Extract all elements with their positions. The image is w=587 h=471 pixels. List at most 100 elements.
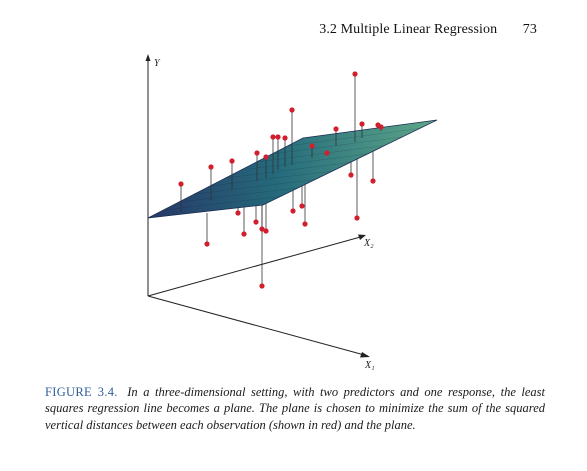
points-below-plane: [204, 122, 381, 289]
mesh-line: [202, 129, 368, 212]
regression-plane: [147, 119, 438, 219]
observation-point: [263, 154, 269, 160]
mesh-line: [212, 127, 379, 211]
mesh-line: [226, 125, 396, 210]
mesh-line: [255, 120, 429, 207]
plane-mesh: [150, 120, 435, 218]
x2-axis: [147, 235, 365, 297]
mesh-line: [164, 135, 323, 217]
observation-point: [370, 178, 376, 184]
mesh-line: [171, 134, 332, 216]
mesh-line: [240, 153, 368, 171]
mesh-line: [229, 125, 399, 210]
mesh-line: [178, 187, 298, 203]
mesh-line: [150, 137, 306, 218]
mesh-line: [152, 137, 309, 218]
mesh-line: [214, 127, 382, 211]
running-head: 3.2 Multiple Linear Regression 73: [319, 22, 537, 38]
y-arrow: [145, 54, 151, 61]
x1-axis-label: X₁: [364, 360, 375, 371]
caption-label: FIGURE 3.4.: [45, 385, 118, 399]
mesh-line: [174, 133, 334, 216]
observation-point: [348, 172, 354, 178]
mesh-line: [163, 196, 281, 211]
observation-point: [289, 107, 295, 113]
mesh-line: [169, 134, 329, 216]
observation-point: [352, 71, 358, 77]
points-above-plane: [178, 71, 384, 187]
mesh-line: [200, 129, 365, 213]
observation-point: [324, 150, 330, 156]
mesh-line: [159, 135, 318, 217]
observation-point: [254, 150, 260, 156]
mesh-line: [258, 120, 432, 206]
observation-point: [253, 219, 259, 225]
observation-point: [354, 215, 360, 221]
mesh-line: [205, 128, 371, 212]
mesh-line: [238, 123, 410, 208]
observation-point: [378, 124, 384, 130]
mesh-line: [210, 128, 376, 212]
mesh-line: [287, 128, 420, 147]
observation-point: [270, 134, 276, 140]
observation-point: [333, 126, 339, 132]
observation-point: [235, 210, 241, 216]
observation-point: [282, 135, 288, 141]
observation-point: [229, 158, 235, 164]
observation-point: [241, 231, 247, 237]
mesh-line: [217, 126, 385, 211]
regression-plane-figure: Y X₂ X₁: [145, 54, 438, 371]
observation-point: [309, 143, 315, 149]
plane-surface: [147, 119, 438, 219]
mesh-line: [195, 130, 359, 213]
mesh-line: [207, 128, 373, 212]
mesh-line: [224, 125, 393, 210]
observation-point: [204, 241, 210, 247]
x2-axis-label: X₂: [363, 238, 374, 249]
observation-point: [263, 228, 269, 234]
mesh-line: [241, 123, 412, 208]
mesh-line: [188, 131, 351, 214]
mesh-line: [248, 122, 421, 207]
mesh-line: [181, 132, 343, 215]
mesh-line: [243, 122, 415, 208]
mesh-line: [209, 170, 333, 187]
mesh-line: [162, 135, 320, 217]
mesh-line: [193, 130, 357, 214]
caption-text: In a three-dimensional setting, with two…: [45, 385, 545, 432]
mesh-line: [222, 126, 390, 210]
axis-arrowheads: [145, 54, 370, 358]
axes: [147, 58, 369, 357]
mesh-line: [183, 132, 345, 215]
page-number: 73: [522, 22, 537, 37]
mesh-line: [231, 124, 401, 209]
observation-point: [299, 203, 305, 209]
x1-arrow: [360, 352, 370, 358]
observation-point: [259, 226, 265, 232]
mesh-line: [157, 136, 315, 218]
mesh-line: [271, 136, 403, 155]
y-axis-label: Y: [154, 58, 161, 69]
observation-point: [302, 221, 308, 227]
mesh-line: [253, 121, 426, 207]
observation-point: [208, 164, 214, 170]
mesh-line: [260, 120, 435, 206]
mesh-line: [186, 131, 348, 214]
mesh-line: [236, 123, 407, 209]
mesh-line: [246, 122, 418, 208]
mesh-line: [234, 124, 404, 209]
section-title: 3.2 Multiple Linear Regression: [319, 22, 498, 37]
observation-point: [259, 283, 265, 289]
mesh-line: [225, 162, 351, 179]
observation-point: [290, 208, 296, 214]
mesh-line: [194, 179, 316, 195]
observation-point: [275, 134, 281, 140]
mesh-line: [219, 126, 387, 211]
x1-axis: [147, 295, 369, 357]
mesh-line: [191, 131, 354, 214]
observation-point: [359, 121, 365, 127]
x2-arrow: [358, 234, 366, 240]
mesh-line: [198, 129, 362, 213]
mesh-line: [167, 134, 326, 217]
figure-caption: FIGURE 3.4. In a three-dimensional setti…: [45, 384, 545, 433]
